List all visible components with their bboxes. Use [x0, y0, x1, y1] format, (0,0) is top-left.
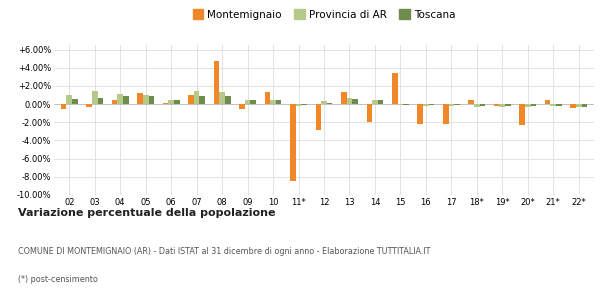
Bar [576, 104, 581, 107]
Bar [352, 99, 358, 104]
Bar [392, 73, 398, 104]
Bar [61, 104, 67, 109]
Bar [112, 100, 118, 104]
Bar [530, 104, 536, 106]
Bar [194, 92, 199, 104]
Bar [571, 104, 576, 108]
Bar [225, 96, 230, 104]
Bar [290, 104, 296, 182]
Bar [245, 100, 250, 104]
Bar [169, 100, 174, 104]
Bar [301, 104, 307, 105]
Bar [347, 98, 352, 104]
Bar [123, 96, 128, 104]
Bar [367, 104, 372, 122]
Bar [143, 95, 149, 104]
Bar [474, 104, 479, 107]
Text: (*) post-censimento: (*) post-censimento [18, 274, 98, 284]
Bar [520, 104, 525, 125]
Bar [378, 100, 383, 104]
Bar [494, 104, 499, 106]
Bar [545, 100, 550, 104]
Bar [321, 101, 327, 104]
Bar [449, 104, 454, 106]
Bar [418, 104, 423, 124]
Bar [188, 95, 194, 104]
Bar [398, 104, 403, 105]
Bar [265, 92, 270, 104]
Bar [214, 61, 220, 104]
Text: COMUNE DI MONTEMIGNAIO (AR) - Dati ISTAT al 31 dicembre di ogni anno - Elaborazi: COMUNE DI MONTEMIGNAIO (AR) - Dati ISTAT… [18, 248, 430, 256]
Bar [118, 94, 123, 104]
Text: Variazione percentuale della popolazione: Variazione percentuale della popolazione [18, 208, 275, 218]
Bar [479, 104, 485, 106]
Bar [372, 100, 378, 104]
Bar [137, 93, 143, 104]
Bar [98, 98, 103, 104]
Bar [72, 99, 77, 104]
Bar [174, 100, 179, 104]
Bar [327, 103, 332, 104]
Bar [443, 104, 449, 124]
Bar [163, 103, 169, 104]
Bar [556, 104, 562, 106]
Bar [423, 104, 428, 106]
Bar [296, 104, 301, 106]
Bar [505, 104, 511, 106]
Bar [525, 104, 530, 107]
Bar [270, 100, 276, 104]
Bar [581, 104, 587, 107]
Bar [250, 100, 256, 104]
Bar [149, 96, 154, 104]
Bar [86, 104, 92, 107]
Bar [220, 92, 225, 104]
Bar [341, 92, 347, 104]
Bar [550, 104, 556, 106]
Bar [316, 104, 321, 130]
Bar [199, 96, 205, 104]
Bar [469, 100, 474, 104]
Bar [454, 104, 460, 105]
Bar [499, 104, 505, 107]
Bar [428, 104, 434, 105]
Legend: Montemignaio, Provincia di AR, Toscana: Montemignaio, Provincia di AR, Toscana [188, 5, 460, 24]
Bar [403, 104, 409, 105]
Bar [239, 104, 245, 109]
Bar [92, 92, 98, 104]
Bar [67, 95, 72, 104]
Bar [276, 100, 281, 104]
